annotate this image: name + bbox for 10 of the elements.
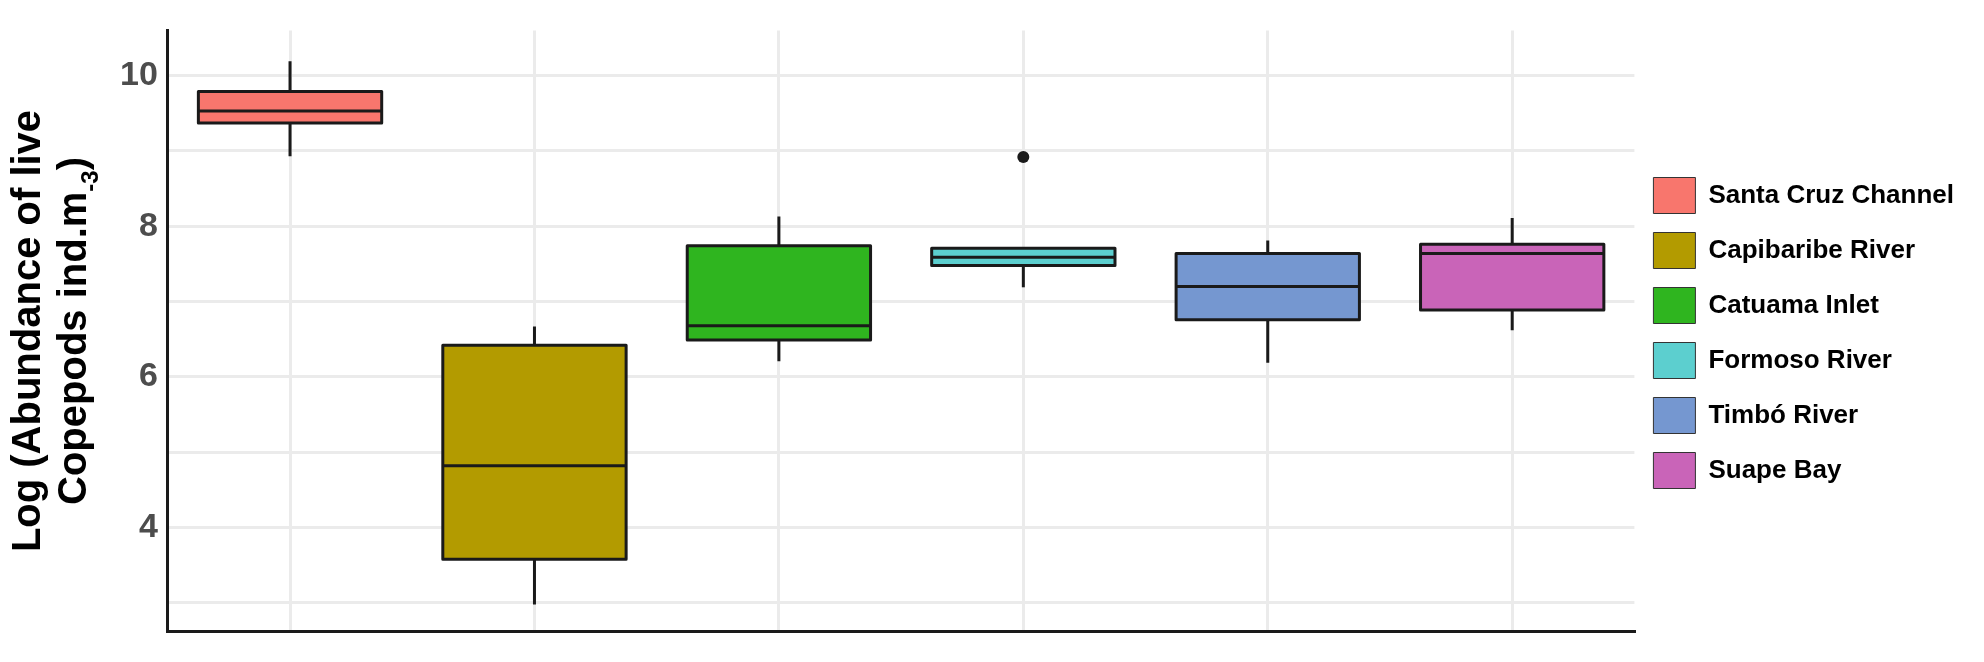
legend-label: Suape Bay [1708, 453, 1842, 484]
y-tick-label: 6 [138, 355, 158, 394]
legend-label: Timbó River [1708, 398, 1859, 429]
legend-label: Capibaribe River [1708, 233, 1916, 264]
legend-label: Formoso River [1708, 343, 1892, 374]
y-tick-label: 10 [119, 53, 158, 92]
legend-label: Catuama Inlet [1708, 288, 1880, 319]
y-tick-label: 8 [138, 204, 158, 243]
y-tick-label: 4 [138, 506, 158, 545]
legend-label: Santa Cruz Channel [1708, 178, 1954, 209]
